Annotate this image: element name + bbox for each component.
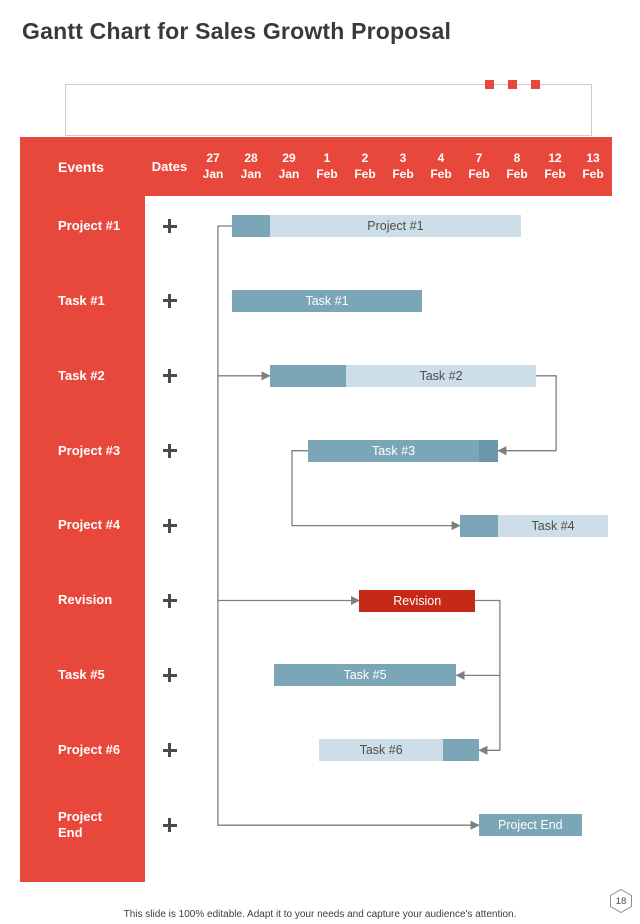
plus-icon [162,818,177,833]
page-number: 18 [615,895,627,907]
plus-icon [162,593,177,608]
gantt-bar-segment [308,439,479,462]
plus-icon [162,668,177,683]
gantt-bar-label: Task #2 [419,368,463,383]
gantt-bar-segment [359,589,476,612]
gantt-bar-segment [460,514,498,537]
dependency-connectors [217,225,557,830]
expand-button[interactable] [145,441,194,461]
red-square-icon [485,80,494,89]
dates-column-header: Dates [151,159,188,174]
date-column-header: 12 Feb [544,150,566,181]
plus-icon [162,518,177,533]
date-column-header: 27 Jan [202,150,224,181]
date-column-header: 4 Feb [430,150,452,181]
gantt-bar-segment [270,215,521,237]
event-row-label: Project #1 [58,217,121,233]
red-square-icon [508,80,517,89]
plus-icon [162,219,177,233]
event-row-label: Revision [58,592,113,608]
gantt-bar-segment [232,289,422,312]
gantt-bar-segment [319,739,443,762]
hexagon-icon [610,888,632,914]
gantt-bar-label: Task #4 [531,518,575,533]
gantt-bar-label: Project End [497,818,563,833]
date-column-header: 13 Feb [582,150,604,181]
gantt-bar-segment [479,439,498,462]
date-column-header: 29 Jan [278,150,300,181]
connector-task3-to-task4 [291,450,461,531]
gantt-bar-segment [442,739,479,762]
gantt-bar-label: Task #5 [343,668,387,683]
connector-start-spine-to-project-end [217,225,480,830]
events-column-header: Events [58,158,104,175]
page-title: Gantt Chart for Sales Growth Proposal [22,18,452,44]
expand-button[interactable] [145,740,194,760]
expand-button[interactable] [145,815,194,835]
page-number-badge: 18 [608,888,634,914]
plus-icon [162,368,177,383]
date-column-header: 1 Feb [316,150,338,181]
gantt-header-band [20,137,612,196]
expand-button[interactable] [145,366,194,386]
expand-button[interactable] [145,591,194,611]
plus-icon [162,293,177,308]
gantt-bar-segment [270,364,346,387]
gantt-rows-area: Project #1 Project #1 Task #1 Task #1 Task #… [20,196,612,882]
gantt-bar-segment [479,814,582,837]
expand-button[interactable] [145,665,194,685]
expand-button[interactable] [145,516,194,536]
date-column-header: 3 Feb [392,150,414,181]
gantt-bar-segment [498,514,609,537]
gantt-bar-label: Task #6 [359,743,403,758]
gantt-bar-segment [232,215,270,237]
gantt-bar-label: Task #1 [305,293,349,308]
events-column-background [20,137,145,882]
date-column-header: 7 Feb [468,150,490,181]
date-column-header: 8 Feb [506,150,528,181]
decorative-outline-box [65,80,592,136]
event-row-label: Project #3 [58,442,121,458]
gantt-bar-label: Revision [393,593,442,608]
gantt-bar-label: Task #3 [371,443,416,458]
event-row-label: Task #1 [58,292,105,308]
gantt-bar-segment [273,664,457,687]
gantt-chart: Events Dates Project #1 Project #1 Task #1… [20,137,612,882]
footer-note: This slide is 100% editable. Adapt it to… [123,909,517,920]
gantt-bar-label: Project #1 [367,219,424,233]
expand-button[interactable] [145,216,194,236]
plus-icon [162,743,177,758]
decorative-squares [485,80,540,89]
gantt-bar-segment [346,364,536,387]
date-column-header: 2 Feb [354,150,376,181]
event-row-label: Project #6 [58,742,121,758]
expand-button[interactable] [145,291,194,311]
event-row-label: Task #2 [58,367,105,383]
plus-icon [162,443,177,458]
event-row-label: Task #5 [58,667,105,683]
connector-task2-to-task3 [497,375,557,456]
event-row-label: Project #4 [58,517,121,533]
red-square-icon [531,80,540,89]
event-row-label: Project End [58,808,103,841]
date-column-header: 28 Jan [240,150,262,181]
